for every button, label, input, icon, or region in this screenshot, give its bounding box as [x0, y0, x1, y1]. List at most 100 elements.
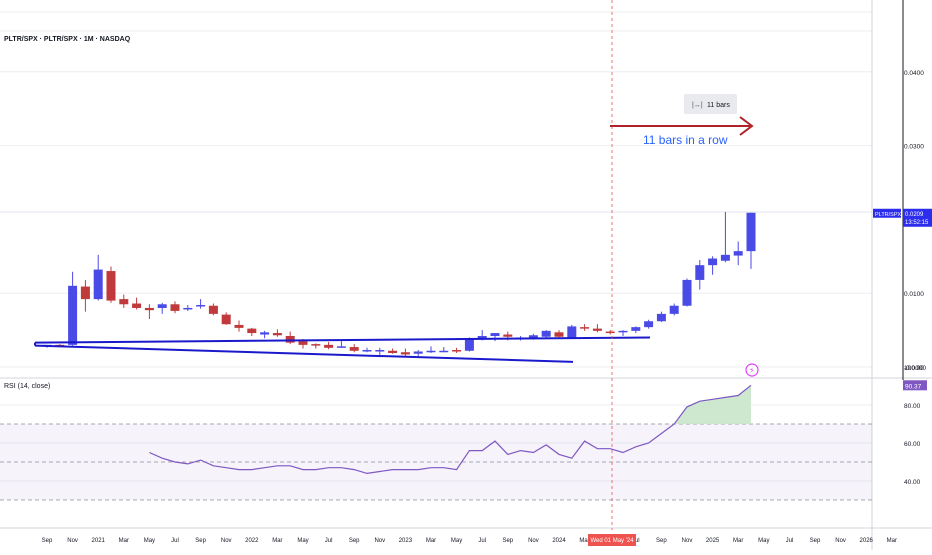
candle-body[interactable] [554, 332, 564, 337]
candle[interactable] [311, 343, 321, 349]
candle-body[interactable] [695, 265, 705, 280]
candle-body[interactable] [298, 341, 308, 345]
rsi-indicator-title[interactable]: RSI (14, close) [4, 383, 51, 390]
candle[interactable] [336, 341, 346, 348]
candle-body[interactable] [349, 347, 359, 351]
candle-body[interactable] [68, 285, 78, 345]
candle-body[interactable] [708, 258, 718, 266]
candle[interactable] [682, 278, 692, 307]
candle-body[interactable] [669, 305, 679, 314]
candle[interactable] [132, 297, 142, 310]
candle[interactable] [580, 324, 590, 331]
candle[interactable] [196, 299, 206, 309]
candle-body[interactable] [183, 307, 193, 310]
candle-body[interactable] [746, 212, 756, 252]
candle-body[interactable] [413, 351, 423, 354]
candle-body[interactable] [720, 254, 730, 261]
candle[interactable] [362, 347, 372, 353]
candle[interactable] [439, 347, 449, 353]
candle[interactable] [592, 324, 602, 333]
candle-body[interactable] [170, 304, 180, 311]
candle-body[interactable] [208, 305, 218, 314]
candle[interactable] [644, 319, 654, 329]
candle-body[interactable] [272, 333, 282, 336]
candle-body[interactable] [490, 333, 500, 337]
candle[interactable] [272, 329, 282, 337]
candle[interactable] [375, 347, 385, 356]
candle[interactable] [157, 302, 167, 314]
candle[interactable] [144, 304, 154, 320]
candle-body[interactable] [388, 350, 398, 353]
candle-body[interactable] [631, 327, 641, 331]
candle[interactable] [119, 294, 129, 308]
candle-body[interactable] [682, 279, 692, 306]
candle-body[interactable] [528, 335, 538, 339]
candle[interactable] [618, 330, 628, 337]
candle[interactable] [106, 266, 116, 303]
candle[interactable] [260, 330, 270, 339]
candle[interactable] [208, 303, 218, 316]
candle-body[interactable] [324, 344, 334, 348]
candle-body[interactable] [132, 303, 142, 308]
candle-body[interactable] [580, 327, 590, 329]
candle-body[interactable] [144, 307, 154, 311]
candle-body[interactable] [311, 344, 321, 346]
bars-counter-box[interactable] [684, 94, 737, 114]
candle-body[interactable] [541, 330, 551, 337]
candle-body[interactable] [400, 352, 410, 355]
candle[interactable] [247, 327, 257, 337]
candle[interactable] [349, 344, 359, 353]
candle-body[interactable] [221, 314, 231, 325]
candle-body[interactable] [336, 346, 346, 348]
candle[interactable] [733, 241, 743, 266]
candle-body[interactable] [605, 331, 615, 334]
candle-body[interactable] [644, 321, 654, 328]
candle[interactable] [746, 212, 756, 269]
candle-body[interactable] [93, 269, 103, 300]
candle[interactable] [720, 212, 730, 263]
candle[interactable] [400, 348, 410, 357]
candle-body[interactable] [362, 350, 372, 352]
bars-in-a-row-text[interactable]: 11 bars in a row [643, 133, 728, 147]
candle[interactable] [68, 271, 78, 346]
candle-body[interactable] [426, 350, 436, 353]
candle-body[interactable] [285, 336, 295, 343]
candle-body[interactable] [106, 271, 116, 301]
channel-lower-line[interactable] [34, 344, 574, 363]
candle[interactable] [234, 320, 244, 332]
candle-body[interactable] [567, 326, 577, 338]
candle-body[interactable] [80, 286, 90, 300]
candle-body[interactable] [592, 328, 602, 331]
candle[interactable] [221, 312, 231, 325]
candle-body[interactable] [656, 313, 666, 322]
candle[interactable] [708, 256, 718, 275]
candle-body[interactable] [247, 328, 257, 334]
candle[interactable] [490, 333, 500, 342]
candle[interactable] [80, 279, 90, 312]
candle-body[interactable] [452, 350, 462, 352]
candle-body[interactable] [196, 305, 206, 307]
candle[interactable] [656, 311, 666, 322]
candle-body[interactable] [260, 332, 270, 335]
lightning-icon[interactable] [745, 363, 759, 377]
candle-body[interactable] [157, 304, 167, 308]
candle-body[interactable] [119, 299, 129, 305]
candle[interactable] [695, 259, 705, 290]
candle[interactable] [567, 324, 577, 339]
candle-body[interactable] [234, 324, 244, 328]
candle[interactable] [324, 341, 334, 350]
drawing-layer[interactable]: |↔| 11 bars 11 bars in a row ⚡ [34, 0, 759, 530]
channel-upper-line[interactable] [34, 336, 651, 344]
candle[interactable] [605, 330, 615, 335]
candle[interactable] [93, 254, 103, 301]
candle-body[interactable] [477, 336, 487, 339]
candle-body[interactable] [439, 350, 449, 353]
candle-body[interactable] [733, 251, 743, 256]
candle[interactable] [631, 326, 641, 334]
candle-body[interactable] [375, 350, 385, 352]
trend-arrow-head[interactable] [739, 116, 754, 136]
candle-body[interactable] [618, 330, 628, 333]
candle[interactable] [669, 303, 679, 316]
candle-body[interactable] [464, 338, 474, 351]
